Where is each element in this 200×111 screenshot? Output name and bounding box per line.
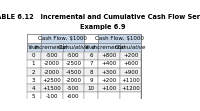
Text: +400: +400 [101,61,117,66]
Text: 4: 4 [32,86,35,91]
Bar [120,92,141,100]
Text: 7: 7 [89,61,93,66]
Bar [40,68,63,76]
Bar [120,76,141,84]
Bar [27,92,40,100]
Bar [63,76,84,84]
Text: 9: 9 [89,78,93,83]
Bar [84,92,98,100]
Text: 1: 1 [32,61,35,66]
Text: 6: 6 [89,53,93,58]
Text: -500: -500 [67,86,80,91]
Bar [40,34,84,43]
Text: -2000: -2000 [44,61,60,66]
Text: 10: 10 [87,86,94,91]
Bar [98,34,141,43]
Text: -2500: -2500 [65,61,81,66]
Text: +600: +600 [123,61,138,66]
Bar [40,52,63,60]
Bar [40,60,63,68]
Bar [40,43,63,52]
Bar [27,43,40,52]
Bar [27,52,40,60]
Text: 8: 8 [89,70,93,75]
Bar [120,52,141,60]
Bar [98,76,120,84]
Bar [84,52,98,60]
Bar [27,76,40,84]
Bar [40,84,63,92]
Bar [84,60,98,68]
Bar [84,43,98,52]
Text: +1500: +1500 [42,86,61,91]
Text: Example 6.9: Example 6.9 [80,24,125,30]
Text: +800: +800 [101,53,117,58]
Bar [27,68,40,76]
Bar [120,84,141,92]
Text: +1100: +1100 [121,78,140,83]
Text: 3: 3 [32,78,35,83]
Text: 2: 2 [32,70,35,75]
Text: +1200: +1200 [121,86,140,91]
Bar [27,34,40,43]
Bar [98,92,120,100]
Bar [63,43,84,52]
Bar [120,68,141,76]
Bar [40,92,63,100]
Bar [98,60,120,68]
Text: -4500: -4500 [65,70,81,75]
Text: Incremental: Incremental [35,45,68,50]
Text: 5: 5 [32,94,35,99]
Text: Cumulative: Cumulative [115,45,146,50]
Bar [98,84,120,92]
Text: -500: -500 [67,53,80,58]
Bar [27,84,40,92]
Bar [63,60,84,68]
Bar [40,76,63,84]
Text: Cash Flow, $1000: Cash Flow, $1000 [38,36,87,41]
Text: 0: 0 [32,53,35,58]
Text: -100: -100 [45,94,58,99]
Bar [98,52,120,60]
Text: -500: -500 [45,53,58,58]
Text: +2500: +2500 [42,78,61,83]
Bar [63,68,84,76]
Bar [120,60,141,68]
Bar [63,92,84,100]
Text: Incremental: Incremental [93,45,126,50]
Bar [120,43,141,52]
Bar [27,60,40,68]
Text: Cash Flow, $1000: Cash Flow, $1000 [95,36,144,41]
Text: -2000: -2000 [44,70,60,75]
Bar [98,43,120,52]
Text: +300: +300 [101,70,117,75]
Bar [98,68,120,76]
Bar [84,76,98,84]
Text: -2000: -2000 [65,78,81,83]
Bar [84,68,98,76]
Bar [63,52,84,60]
Text: +900: +900 [123,70,138,75]
Bar [27,34,141,100]
Text: +200: +200 [123,53,138,58]
Text: Year: Year [85,45,97,50]
Text: TABLE 6.12   Incremental and Cumulative Cash Flow Series,: TABLE 6.12 Incremental and Cumulative Ca… [0,14,200,20]
Text: +100: +100 [101,86,117,91]
Bar [63,84,84,92]
Text: Cumulative: Cumulative [58,45,89,50]
Text: -600: -600 [67,94,80,99]
Text: Year: Year [28,45,39,50]
Text: +200: +200 [101,78,117,83]
Bar [84,84,98,92]
Bar [84,34,98,43]
